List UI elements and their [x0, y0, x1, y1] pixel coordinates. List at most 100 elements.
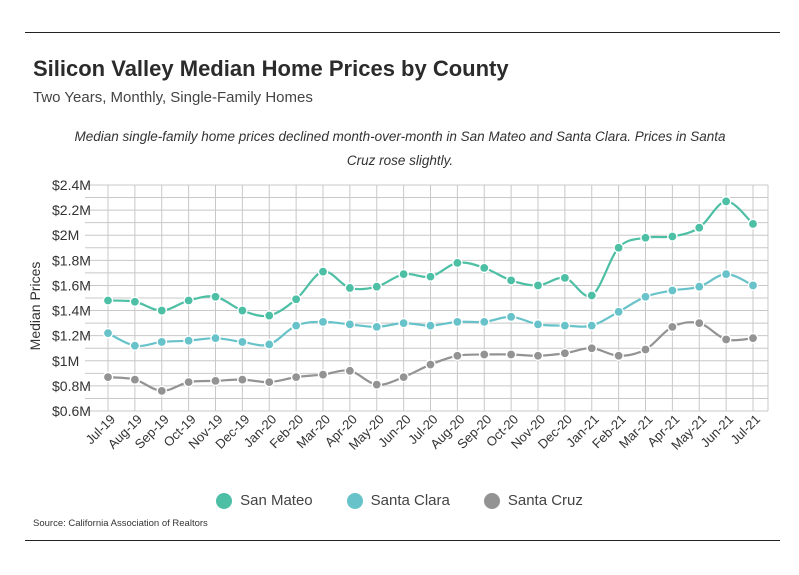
data-point	[747, 332, 759, 344]
data-point	[720, 334, 732, 345]
data-point	[263, 339, 275, 350]
y-tick-label: $0.8M	[52, 378, 91, 394]
data-point	[290, 320, 302, 331]
data-point	[452, 257, 463, 269]
data-point	[210, 375, 221, 387]
data-point	[640, 232, 651, 244]
data-point	[640, 344, 651, 355]
data-point	[747, 280, 759, 291]
data-point	[344, 282, 356, 294]
data-point	[559, 320, 571, 331]
y-tick-label: $2.2M	[52, 202, 91, 218]
chart-title: Silicon Valley Median Home Prices by Cou…	[33, 56, 509, 81]
data-point	[586, 342, 598, 354]
data-point	[210, 291, 221, 303]
data-point	[129, 374, 141, 385]
data-point	[559, 272, 571, 284]
data-point	[693, 281, 705, 293]
data-point	[747, 218, 759, 230]
y-tick-label: $0.6M	[52, 403, 91, 419]
data-point	[290, 293, 302, 305]
data-point	[532, 280, 544, 291]
data-point	[237, 305, 248, 316]
data-point	[720, 196, 732, 207]
data-point	[344, 319, 356, 330]
legend-swatch	[483, 492, 500, 509]
chart-legend: San Mateo Santa Clara Santa Cruz	[0, 492, 799, 509]
legend-label: Santa Clara	[370, 492, 450, 509]
data-point	[317, 369, 329, 380]
y-tick-label: $1.2M	[52, 328, 91, 344]
data-point	[183, 376, 194, 388]
bottom-rule	[25, 540, 780, 541]
line-chart: $0.6M $0.8M $1M $1.2M $1.4M $1.6M $1.8M $2M $2.2…	[27, 177, 769, 453]
x-tick-label: Jul-21	[727, 412, 763, 448]
data-point	[210, 332, 221, 344]
data-point	[505, 275, 517, 286]
y-tick-label: $1.6M	[52, 277, 91, 293]
data-point	[371, 321, 383, 333]
data-point	[478, 349, 490, 360]
data-point	[156, 336, 168, 348]
data-point	[290, 371, 302, 383]
legend-item: Santa Cruz	[483, 492, 583, 509]
data-point	[693, 222, 705, 233]
y-tick-label: $1.4M	[52, 303, 91, 319]
data-point	[129, 340, 141, 352]
data-point	[237, 374, 248, 385]
chart-subtitle: Two Years, Monthly, Single-Family Homes	[33, 89, 313, 106]
data-point	[317, 316, 329, 328]
y-tick-label: $2M	[52, 227, 79, 243]
data-point	[102, 295, 114, 306]
data-point	[317, 266, 329, 277]
legend-item: Santa Clara	[346, 492, 450, 509]
data-point	[398, 317, 409, 329]
legend-item: San Mateo	[216, 492, 313, 509]
data-point	[452, 316, 463, 328]
data-point	[398, 268, 409, 280]
data-point	[425, 271, 436, 282]
y-tick-label: $1.8M	[52, 252, 91, 268]
data-point	[237, 336, 248, 348]
data-point	[156, 385, 168, 397]
y-tick-label: $2.4M	[52, 177, 91, 193]
data-point	[183, 295, 194, 306]
chart-annotation: Median single-family home prices decline…	[74, 129, 726, 168]
y-tick-label: $1M	[52, 353, 79, 369]
data-point	[667, 231, 678, 242]
top-rule	[25, 32, 780, 33]
data-point	[667, 285, 678, 296]
data-point	[613, 306, 624, 318]
source-note: Source: California Association of Realto…	[33, 518, 208, 529]
y-axis-title: Median Prices	[27, 262, 43, 351]
data-point	[344, 365, 356, 377]
data-point	[371, 281, 383, 293]
data-point	[263, 310, 275, 321]
data-point	[371, 379, 383, 390]
legend-label: Santa Cruz	[507, 492, 583, 509]
data-point	[478, 262, 490, 274]
data-point	[613, 242, 624, 254]
data-point	[532, 350, 544, 362]
data-point	[640, 291, 651, 303]
data-point	[425, 320, 436, 331]
legend-swatch	[346, 492, 363, 509]
legend-label: San Mateo	[240, 492, 313, 509]
data-point	[478, 316, 490, 328]
data-point	[156, 305, 168, 316]
data-point	[693, 317, 705, 329]
data-point	[613, 350, 624, 362]
data-point	[667, 321, 678, 333]
data-point	[505, 349, 517, 360]
data-point	[505, 311, 517, 323]
data-point	[102, 327, 114, 339]
data-point	[102, 371, 114, 383]
data-point	[559, 347, 571, 359]
data-point	[586, 290, 598, 301]
data-point	[720, 268, 732, 280]
data-point	[398, 371, 409, 383]
legend-swatch	[216, 492, 233, 509]
data-point	[129, 296, 141, 308]
data-point	[425, 359, 436, 370]
data-point	[532, 319, 544, 330]
